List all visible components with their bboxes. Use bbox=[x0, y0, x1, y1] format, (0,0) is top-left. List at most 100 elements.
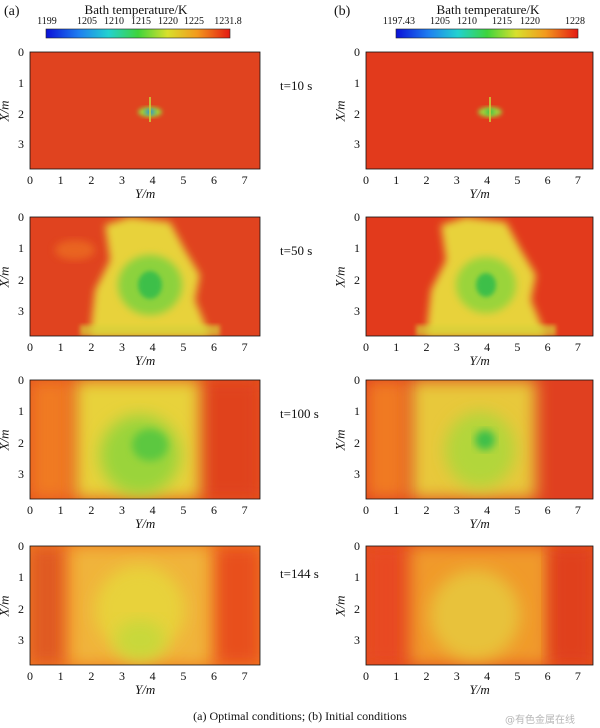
y-tick-label: 2 bbox=[354, 106, 360, 121]
x-tick-label: 3 bbox=[453, 503, 460, 517]
x-tick-label: 5 bbox=[514, 669, 521, 683]
x-tick-label: 6 bbox=[544, 340, 551, 354]
x-tick-label: 1 bbox=[393, 503, 400, 517]
x-tick-label: 7 bbox=[241, 503, 248, 517]
x-tick-label: 2 bbox=[423, 669, 430, 683]
y-axis-label: X/m bbox=[332, 100, 348, 121]
x-tick-label: 0 bbox=[27, 340, 33, 354]
time-label-t100: t=100 s bbox=[280, 406, 319, 421]
colorbar-a-tick: 1231.8 bbox=[214, 16, 242, 27]
y-axis-label: X/m bbox=[332, 429, 348, 450]
x-axis-label: Y/m bbox=[135, 186, 156, 201]
x-tick-label: 7 bbox=[574, 173, 581, 187]
axes-frames bbox=[29, 51, 594, 666]
x-tick-label: 0 bbox=[27, 173, 33, 187]
colorbar-a-tick: 1205 bbox=[77, 16, 97, 27]
y-tick-label: 1 bbox=[354, 75, 360, 90]
x-tick-label: 4 bbox=[484, 503, 491, 517]
x-tick-label: 6 bbox=[544, 173, 551, 187]
heatmap-a-t144 bbox=[30, 546, 260, 665]
x-axis-label: Y/m bbox=[135, 353, 156, 368]
x-tick-label: 7 bbox=[241, 340, 248, 354]
y-tick-label: 2 bbox=[18, 601, 24, 616]
y-tick-label: 2 bbox=[18, 272, 24, 287]
x-tick-label: 6 bbox=[544, 503, 551, 517]
x-tick-label: 2 bbox=[423, 173, 430, 187]
x-tick-label: 5 bbox=[514, 173, 521, 187]
x-axis-label: Y/m bbox=[135, 682, 156, 697]
x-tick-label: 2 bbox=[88, 503, 95, 517]
x-tick-label: 5 bbox=[180, 340, 187, 354]
panel-label-a: (a) bbox=[4, 4, 20, 19]
x-tick-label: 6 bbox=[211, 669, 217, 683]
x-axis-label: Y/m bbox=[469, 353, 490, 368]
y-axis-label: X/m bbox=[0, 100, 12, 121]
x-tick-label: 6 bbox=[211, 340, 217, 354]
x-tick-label: 1 bbox=[57, 503, 64, 517]
time-label-t10: t=10 s bbox=[280, 78, 313, 93]
x-tick-label: 4 bbox=[149, 173, 156, 187]
y-tick-label: 1 bbox=[18, 241, 24, 256]
watermark: @有色金属在线 bbox=[505, 715, 575, 726]
colorbar-a-tick: 1220 bbox=[158, 16, 178, 27]
x-tick-label: 3 bbox=[453, 340, 460, 354]
x-tick-label: 5 bbox=[180, 173, 187, 187]
x-tick-label: 6 bbox=[544, 669, 551, 683]
y-tick-label: 0 bbox=[354, 373, 360, 387]
y-tick-label: 3 bbox=[354, 137, 360, 152]
x-tick-label: 6 bbox=[211, 173, 217, 187]
panel-label-b: (b) bbox=[334, 4, 351, 19]
y-tick-label: 0 bbox=[354, 45, 360, 59]
x-tick-label: 5 bbox=[514, 340, 521, 354]
y-tick-label: 2 bbox=[18, 435, 24, 450]
colorbar-b-tick: 1205 bbox=[430, 16, 450, 27]
heatmap-b-t144 bbox=[366, 546, 593, 665]
y-axis-label: X/m bbox=[0, 429, 12, 450]
x-tick-label: 3 bbox=[453, 173, 460, 187]
x-tick-label: 2 bbox=[88, 669, 95, 683]
x-tick-label: 1 bbox=[393, 173, 400, 187]
x-tick-label: 7 bbox=[574, 503, 581, 517]
x-tick-label: 2 bbox=[88, 173, 95, 187]
figure-caption: (a) Optimal conditions; (b) Initial cond… bbox=[193, 709, 407, 723]
x-tick-label: 2 bbox=[423, 503, 430, 517]
y-tick-label: 0 bbox=[18, 45, 24, 59]
x-tick-label: 0 bbox=[27, 669, 33, 683]
x-axis-label: Y/m bbox=[469, 516, 490, 531]
y-axis-label: X/m bbox=[0, 266, 12, 287]
x-tick-label: 1 bbox=[57, 669, 64, 683]
y-tick-label: 0 bbox=[18, 373, 24, 387]
x-axis-label: Y/m bbox=[469, 186, 490, 201]
x-tick-label: 5 bbox=[514, 503, 521, 517]
x-tick-label: 6 bbox=[211, 503, 217, 517]
y-tick-label: 1 bbox=[18, 404, 24, 419]
x-tick-label: 1 bbox=[393, 340, 400, 354]
time-label-t50: t=50 s bbox=[280, 243, 313, 258]
colorbar-a-tick: 1210 bbox=[104, 16, 124, 27]
y-tick-label: 2 bbox=[354, 435, 360, 450]
x-tick-label: 7 bbox=[241, 173, 248, 187]
x-tick-label: 4 bbox=[149, 340, 156, 354]
x-tick-label: 0 bbox=[363, 173, 369, 187]
y-tick-label: 0 bbox=[18, 539, 24, 553]
x-tick-label: 7 bbox=[574, 669, 581, 683]
heatmap-b-t10 bbox=[366, 52, 593, 169]
x-tick-label: 4 bbox=[149, 669, 156, 683]
x-tick-label: 1 bbox=[393, 669, 400, 683]
colorbar-b bbox=[395, 28, 579, 39]
x-tick-label: 4 bbox=[149, 503, 156, 517]
x-tick-label: 7 bbox=[241, 669, 248, 683]
x-tick-label: 3 bbox=[453, 669, 460, 683]
colorbar-a-tick: 1225 bbox=[184, 16, 204, 27]
heatmap-a-t100 bbox=[30, 380, 260, 499]
x-tick-label: 2 bbox=[423, 340, 430, 354]
x-tick-label: 3 bbox=[119, 503, 125, 517]
x-axis-label: Y/m bbox=[135, 516, 156, 531]
y-tick-label: 3 bbox=[18, 137, 24, 152]
y-tick-label: 3 bbox=[18, 303, 24, 318]
y-tick-label: 0 bbox=[18, 210, 24, 224]
colorbar-title-a: Bath temperature/K bbox=[84, 2, 188, 17]
y-axis-label: X/m bbox=[332, 595, 348, 616]
y-tick-label: 1 bbox=[354, 570, 360, 585]
